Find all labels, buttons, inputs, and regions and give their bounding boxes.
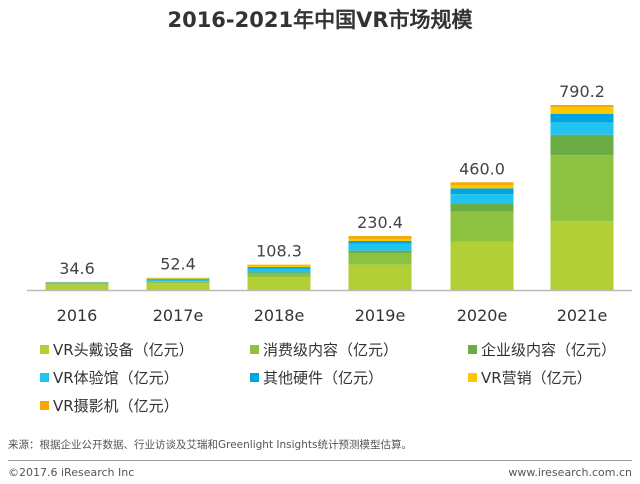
source-note: 来源：根据企业公开数据、行业访谈及艾瑞和Greenlight Insights统… [8, 439, 412, 451]
bar-segment [450, 185, 514, 189]
legend-swatch [40, 373, 49, 382]
x-tick-label: 2018e [254, 306, 305, 325]
bar-segment [45, 282, 109, 284]
x-tick-label: 2021e [557, 306, 608, 325]
legend-label: VR营销（亿元） [481, 369, 592, 387]
bar-segment [146, 279, 210, 282]
x-tick-label: 2020e [457, 306, 508, 325]
bar-segment [146, 282, 210, 290]
legend-item: VR摄影机（亿元） [40, 395, 179, 416]
total-label: 34.6 [59, 259, 95, 278]
bar-segment [247, 272, 311, 274]
total-label: 108.3 [256, 242, 302, 261]
legend-swatch [250, 345, 259, 354]
legend-item: 其他硬件（亿元） [250, 367, 383, 388]
bar-segment [45, 284, 109, 290]
total-label: 230.4 [357, 213, 403, 232]
bar-segment [550, 105, 614, 108]
chart-title: 2016-2021年中国VR市场规模 [167, 8, 473, 32]
legend-item: VR体验馆（亿元） [40, 367, 179, 388]
bar-segment [247, 277, 311, 290]
legend-item: VR营销（亿元） [468, 367, 592, 388]
x-tick-label: 2019e [355, 306, 406, 325]
bar-segment [45, 284, 109, 285]
bar-segment [247, 268, 311, 273]
bar-segment [348, 253, 412, 265]
website-link[interactable]: www.iresearch.com.cn [508, 466, 632, 479]
bar-segment [146, 278, 210, 279]
bar-segment [550, 113, 614, 123]
legend-item: 消费级内容（亿元） [250, 339, 398, 360]
bar-segment [550, 122, 614, 135]
bar-segment [450, 203, 514, 212]
bar-segment [450, 188, 514, 195]
legend-swatch [40, 345, 49, 354]
total-label: 52.4 [160, 255, 196, 274]
bar-chart: 34.6 2016 52.4 2017e 108.3 2018e 230.4 2019e 460… [27, 82, 632, 325]
x-tick-label: 2016 [57, 306, 98, 325]
legend-swatch [250, 373, 259, 382]
legend-label: VR摄影机（亿元） [53, 397, 179, 415]
bar-segment [550, 134, 614, 156]
total-label: 460.0 [459, 159, 505, 178]
bar-segment [247, 265, 311, 268]
legend-label: VR头戴设备（亿元） [53, 341, 194, 359]
bar-segment [247, 264, 311, 266]
bar-segment [348, 250, 412, 254]
legend-item: VR头戴设备（亿元） [40, 339, 194, 360]
legend-label: 企业级内容（亿元） [481, 341, 617, 359]
bar-segment [450, 241, 514, 290]
bar-segment [247, 273, 311, 278]
bar-segment [348, 238, 412, 241]
bar-segment [550, 107, 614, 114]
legend-label: VR体验馆（亿元） [53, 369, 179, 387]
copyright: ©2017.6 iResearch Inc [8, 466, 135, 479]
legend-label: 消费级内容（亿元） [263, 341, 399, 359]
bar-segment [348, 236, 412, 239]
bar-segment [348, 240, 412, 244]
legend-swatch [468, 345, 477, 354]
x-tick-label: 2017e [153, 306, 204, 325]
legend-swatch [40, 401, 49, 410]
bar-segment [146, 281, 210, 283]
bar-segment [550, 155, 614, 221]
total-label: 790.2 [559, 82, 605, 101]
bar-segment [348, 264, 412, 290]
bar-segment [348, 243, 412, 251]
bar-segment [146, 278, 210, 280]
footer-divider [8, 460, 632, 461]
legend-swatch [468, 373, 477, 382]
bar-segment [247, 267, 311, 269]
legend-label: 其他硬件（亿元） [263, 369, 384, 387]
legend-item: 企业级内容（亿元） [468, 339, 616, 360]
bar-segment [450, 182, 514, 186]
bar-segment [450, 211, 514, 242]
bar-segment [450, 194, 514, 204]
bar-segment [550, 220, 614, 290]
